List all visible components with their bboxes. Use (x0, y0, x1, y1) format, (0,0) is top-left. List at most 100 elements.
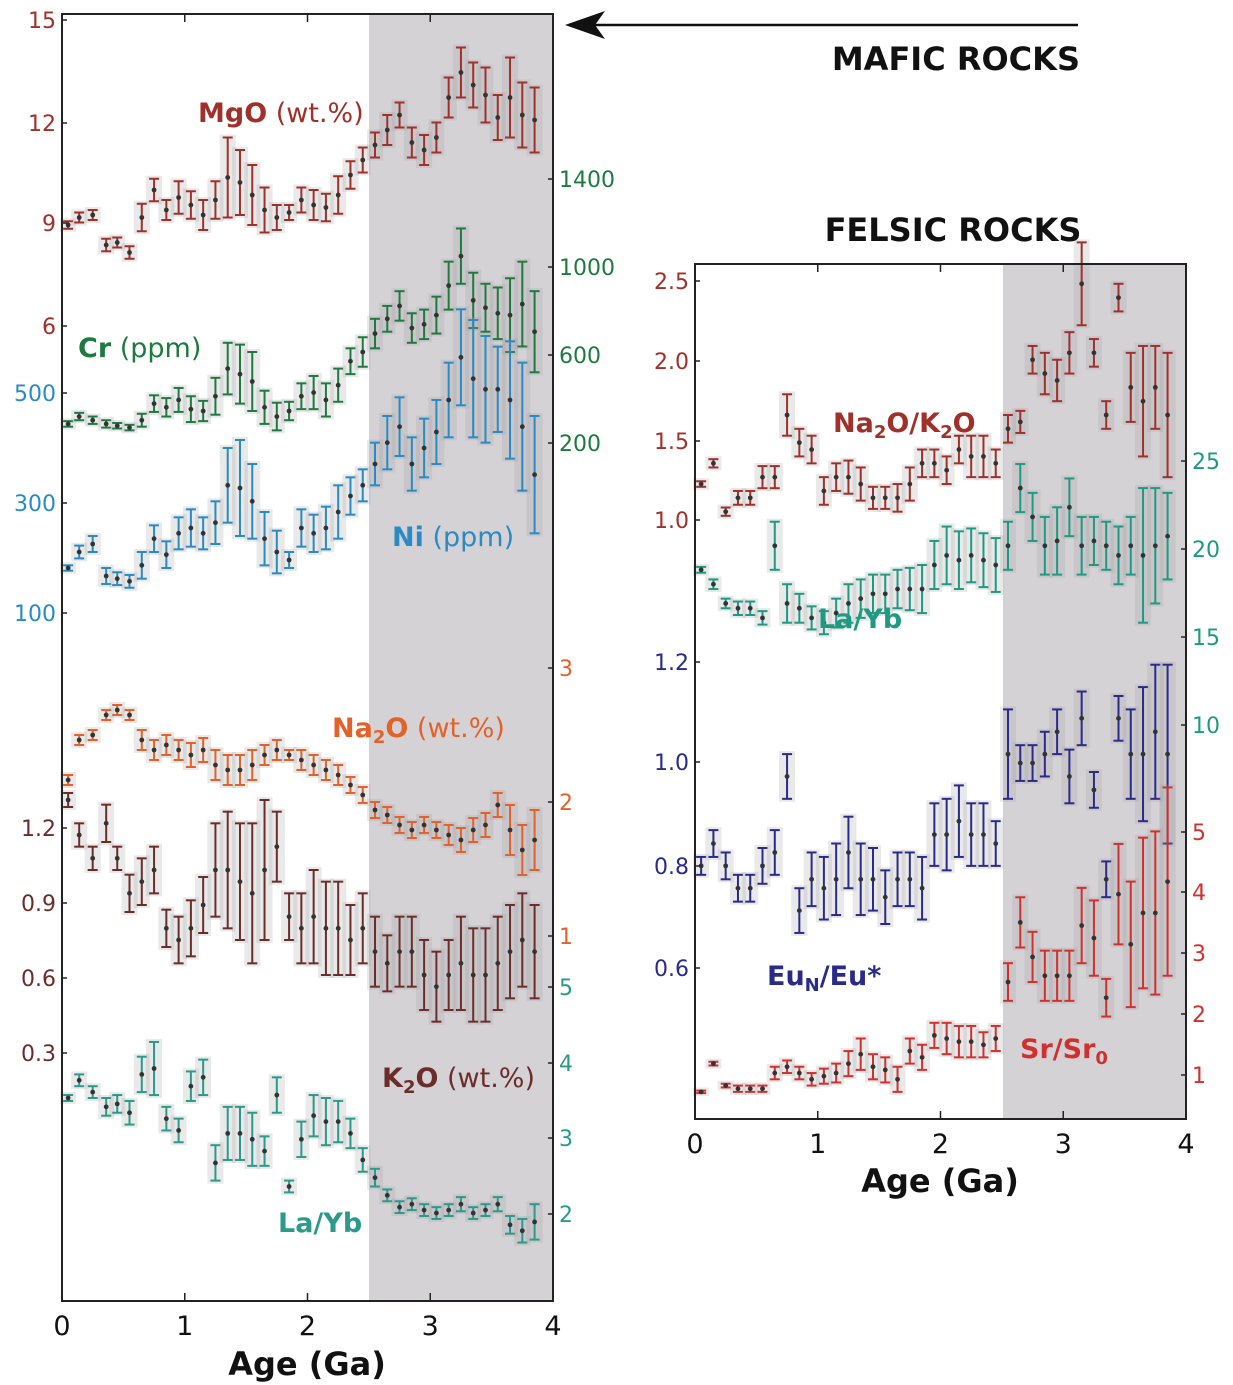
data-point (981, 832, 986, 837)
data-point (882, 591, 888, 597)
data-point (139, 737, 145, 743)
data-point (335, 1119, 341, 1124)
data-point (163, 925, 169, 931)
data-point (384, 1192, 390, 1198)
data-point (311, 530, 317, 536)
data-point (1152, 910, 1158, 916)
data-point (397, 949, 402, 955)
data-point (103, 1104, 109, 1110)
felsic-x-axis: 0 1 2 3 4 (686, 264, 1195, 1160)
data-point (384, 960, 390, 966)
data-point (907, 876, 913, 882)
data-point (76, 215, 82, 220)
data-point (519, 424, 525, 430)
data-point (1140, 398, 1146, 404)
data-point (360, 792, 366, 798)
data-point (1091, 350, 1097, 356)
data-point (335, 382, 341, 388)
data-point (176, 747, 182, 753)
data-point (1128, 941, 1134, 947)
data-point (335, 509, 341, 515)
data-point (483, 305, 488, 311)
data-point (65, 1095, 71, 1101)
data-point (944, 552, 950, 558)
data-point (760, 1086, 765, 1092)
data-point (409, 949, 415, 955)
data-point (735, 495, 741, 501)
data-point (127, 890, 132, 896)
data-point (225, 867, 231, 873)
mafic-axes: 151296140010006002005003001003211.20.90.… (14, 9, 615, 1342)
data-point (249, 498, 255, 504)
data-point (103, 421, 109, 427)
data-point (1030, 514, 1035, 520)
data-point (163, 207, 169, 213)
data-point (200, 1074, 206, 1080)
data-point (723, 601, 729, 606)
mafic-marks (60, 44, 543, 1246)
data-point (127, 250, 132, 255)
data-point (139, 1072, 145, 1077)
y-tick-label: 5 (559, 976, 573, 1001)
data-point (274, 215, 280, 220)
data-point (1140, 910, 1146, 916)
data-point (495, 115, 501, 120)
data-point (968, 1039, 974, 1045)
data-point (1128, 751, 1134, 757)
data-point (335, 192, 341, 198)
data-point (76, 1077, 82, 1083)
data-point (882, 1067, 888, 1073)
data-point (372, 949, 378, 955)
data-point (348, 493, 353, 499)
data-point (237, 1131, 243, 1136)
mafic-axis-na2o-wt: 3 2 1 (548, 657, 573, 950)
data-point (735, 605, 741, 611)
data-point (237, 180, 243, 185)
mafic-arrow (565, 11, 1078, 39)
eu-label: EuN/Eu* (767, 961, 881, 996)
data-point (846, 474, 851, 480)
y-tick-label: 2 (559, 1203, 573, 1228)
data-point (65, 797, 71, 803)
data-point (747, 495, 753, 501)
y-tick-label: 1 (1192, 1064, 1206, 1089)
y-tick-label: 5 (1192, 821, 1206, 846)
y-tick-label: 100 (14, 602, 56, 627)
data-point (846, 850, 851, 855)
y-tick-label: 0.9 (21, 892, 56, 917)
data-point (409, 140, 415, 145)
data-point (747, 1086, 753, 1092)
data-point (286, 210, 292, 215)
data-point (397, 424, 402, 430)
data-point (213, 1160, 218, 1166)
data-point (225, 175, 231, 180)
data-point (213, 393, 218, 399)
data-point (65, 777, 71, 783)
mafic-panel: 151296140010006002005003001003211.20.90.… (14, 9, 615, 1342)
felsic-axis-na2o-k2o: 2.5 2.0 1.5 1.0 (654, 270, 700, 534)
data-point (213, 762, 218, 768)
data-point (335, 925, 341, 931)
layb-felsic-label: La/Yb (818, 604, 902, 635)
data-point (249, 379, 255, 384)
data-point (262, 1148, 267, 1154)
data-point (249, 1136, 255, 1142)
y-tick-label: 1000 (559, 256, 615, 281)
data-point (507, 827, 513, 833)
data-point (323, 767, 329, 773)
data-point (103, 712, 109, 718)
data-point (274, 549, 280, 555)
data-point (298, 925, 304, 931)
data-point (360, 925, 366, 931)
ni-label: Ni (ppm) (392, 522, 514, 553)
felsic-series-sr-sr0 (693, 784, 1176, 1097)
data-point (409, 461, 415, 467)
data-point (470, 827, 476, 833)
data-point (335, 772, 341, 778)
data-point (1091, 935, 1097, 941)
mafic-series-mgo-wt (60, 44, 543, 262)
felsic-series-eun-eu (693, 661, 1176, 936)
data-point (409, 1201, 415, 1207)
data-point (188, 925, 194, 931)
